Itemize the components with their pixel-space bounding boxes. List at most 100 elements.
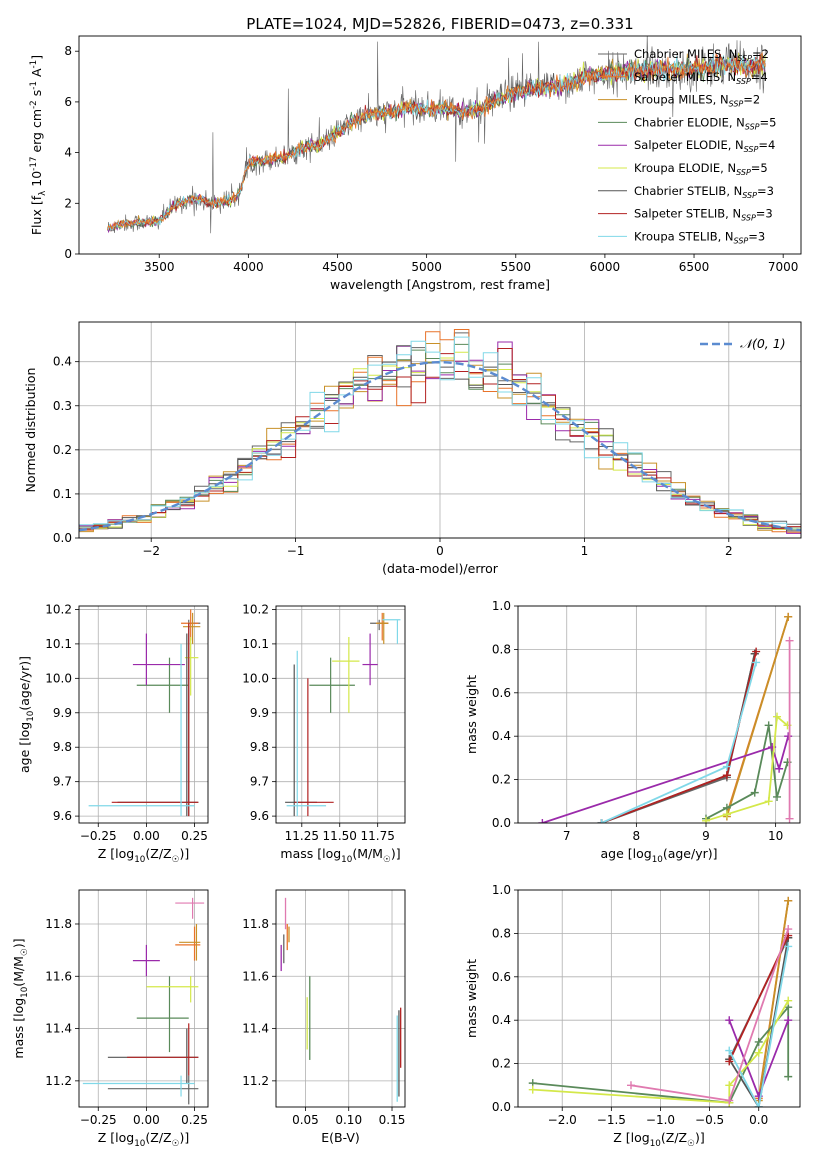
legend-entry: Kroupa ELODIE, NSSP=5 xyxy=(634,161,768,177)
x-tick-label: 9 xyxy=(702,829,710,843)
y-tick-label: 11.2 xyxy=(242,1074,269,1088)
plot-area xyxy=(82,897,205,1105)
legend-entry: Salpeter STELIB, NSSP=3 xyxy=(634,207,773,223)
x-tick-label: 7 xyxy=(563,829,571,843)
y-tick-label: 10.1 xyxy=(45,637,72,651)
axes-frame xyxy=(78,889,209,1108)
y-tick-label: 9.7 xyxy=(53,775,72,789)
x-tick-label: 0.0 xyxy=(749,1113,768,1127)
y-tick-label: 0.8 xyxy=(492,926,511,940)
legend-entry: Chabrier MILES, NSSP=2 xyxy=(634,47,769,63)
y-tick-label: 0.0 xyxy=(53,531,72,545)
y-tick-label: 9.8 xyxy=(53,740,72,754)
x-axis-label: Z [log10​(Z/Z☉​)] xyxy=(613,1130,704,1149)
plot-area xyxy=(528,896,793,1107)
y-tick-label: 9.9 xyxy=(250,706,269,720)
x-axis-label: age [log10​(age/yr)] xyxy=(600,846,717,865)
x-tick-label: 8 xyxy=(633,829,641,843)
x-tick-label: 11.75 xyxy=(361,829,395,843)
legend-entry: Kroupa STELIB, NSSP=3 xyxy=(634,229,765,245)
y-tick-label: 11.8 xyxy=(45,917,72,931)
mass-weight-line xyxy=(726,616,790,817)
x-tick-label: 6500 xyxy=(679,260,710,274)
mass-weight-marker xyxy=(773,712,782,721)
axes-mass_vs_ebv: 0.05 0.10 0.15 11.2 11.4 11.6 11.8 E(B-V) xyxy=(242,889,406,1145)
mass-weight-marker xyxy=(725,1046,734,1055)
y-tick-label: 0.2 xyxy=(492,1057,511,1071)
mass-weight-line xyxy=(757,900,790,1101)
mass-weight-marker xyxy=(725,1081,734,1090)
mass-weight-marker xyxy=(784,1016,793,1025)
y-tick-label: 9.6 xyxy=(250,809,269,823)
y-tick-label: 0.2 xyxy=(492,773,511,787)
x-axis-label: mass [log10​(M/M☉​)] xyxy=(280,846,400,865)
x-tick-label: 2 xyxy=(725,544,733,558)
axes-weight_vs_Z: −2.0 −1.5 −1.0 −0.5 0.0 0.0 0.2 0.4 0.6 0.8 1.0 Z [… xyxy=(464,883,801,1149)
y-tick-label: 0.6 xyxy=(492,686,511,700)
mass-weight-marker xyxy=(722,771,731,780)
x-tick-label: 6000 xyxy=(590,260,621,274)
x-tick-label: 3500 xyxy=(144,260,175,274)
y-tick-label: 1.0 xyxy=(492,599,511,613)
mass-weight-marker xyxy=(784,925,793,934)
x-tick-label: 11.25 xyxy=(285,829,319,843)
y-tick-label: 2 xyxy=(64,196,72,210)
plot-area xyxy=(538,612,794,823)
legend-entry: Salpeter ELODIE, NSSP=4 xyxy=(634,138,775,154)
x-tick-label: −0.25 xyxy=(80,1113,117,1127)
y-tick-label: 11.4 xyxy=(242,1022,269,1036)
axes-frame xyxy=(275,889,406,1108)
axes-spectrum: 3500 4000 4500 5000 5500 6000 6500 7000 0 2 4 6 8 wav… xyxy=(29,35,802,292)
y-tick-label: 1.0 xyxy=(492,883,511,897)
x-tick-label: −1 xyxy=(287,544,305,558)
x-tick-label: 10 xyxy=(768,829,783,843)
y-tick-label: 6 xyxy=(64,95,72,109)
y-tick-label: 4 xyxy=(64,146,72,160)
y-tick-label: 11.4 xyxy=(45,1022,72,1036)
axes-mass_vs_Z: −0.25 0.00 0.25 11.2 11.4 11.6 11.8 Z [log10​(Z… xyxy=(11,889,209,1149)
y-tick-label: 10.0 xyxy=(242,671,269,685)
legend: 𝒩(0, 1) xyxy=(700,336,786,351)
y-tick-label: 10.1 xyxy=(242,637,269,651)
mass-weight-marker xyxy=(597,819,606,823)
legend-entry: Kroupa MILES, NSSP=2 xyxy=(634,93,760,109)
x-tick-label: 0 xyxy=(436,544,444,558)
mass-weight-marker xyxy=(752,658,761,667)
mass-weight-marker xyxy=(725,1016,734,1025)
spectrum-series-line xyxy=(107,51,766,230)
y-tick-label: 0 xyxy=(64,247,72,261)
mass-weight-line xyxy=(728,937,790,1107)
mass-weight-marker xyxy=(750,788,759,797)
legend-entry: Chabrier ELODIE, NSSP=5 xyxy=(634,115,776,131)
x-tick-label: 0.00 xyxy=(133,829,160,843)
y-tick-label: 0.4 xyxy=(492,729,511,743)
y-axis-label: mass weight xyxy=(464,959,479,1038)
mass-weight-marker xyxy=(752,647,761,656)
normal-distribution-curve xyxy=(79,360,801,532)
y-tick-label: 0.3 xyxy=(53,399,72,413)
mass-weight-line xyxy=(705,725,789,820)
x-axis-label: (data-model)/error xyxy=(382,561,499,576)
mass-weight-marker xyxy=(754,1048,763,1057)
x-tick-label: −2 xyxy=(142,544,160,558)
x-tick-label: −1.0 xyxy=(646,1113,675,1127)
y-axis-label: mass [log10​(M/M☉​)] xyxy=(11,938,30,1058)
x-axis-label: Z [log10​(Z/Z☉​)] xyxy=(98,1130,189,1149)
mass-weight-marker xyxy=(764,797,773,806)
y-tick-label: 10.2 xyxy=(45,602,72,616)
y-tick-label: 11.6 xyxy=(45,969,72,983)
y-tick-label: 10.2 xyxy=(242,602,269,616)
mass-weight-marker xyxy=(725,1096,734,1105)
mass-weight-marker xyxy=(754,1103,763,1107)
y-tick-label: 0.4 xyxy=(492,1013,511,1027)
y-tick-label: 0.0 xyxy=(492,816,511,830)
figure-title: PLATE=1024, MJD=52826, FIBERID=0473, z=0… xyxy=(246,15,633,33)
x-tick-label: 4000 xyxy=(233,260,264,274)
y-axis-label: Normed distribution xyxy=(23,368,38,493)
mass-weight-marker xyxy=(785,636,794,645)
axes-frame xyxy=(78,605,209,824)
y-tick-label: 0.6 xyxy=(492,970,511,984)
x-tick-label: 0.05 xyxy=(292,1113,319,1127)
x-tick-label: −1.5 xyxy=(597,1113,626,1127)
